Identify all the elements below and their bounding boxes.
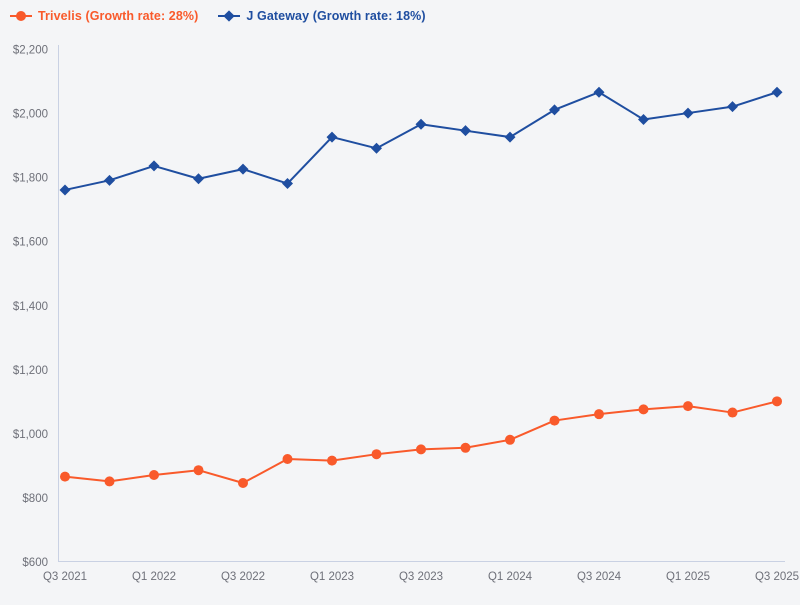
- data-point: [416, 444, 426, 455]
- data-point: [326, 131, 338, 143]
- x-axis-tick-label: Q3 2023: [399, 571, 443, 583]
- chart-legend: Trivelis (Growth rate: 28%) J Gateway (G…: [10, 9, 426, 23]
- circle-line-marker-icon: [10, 10, 32, 22]
- data-point: [415, 118, 427, 130]
- y-axis-tick-label: $800: [22, 493, 48, 505]
- data-point: [327, 455, 337, 466]
- data-point: [237, 163, 249, 175]
- data-point: [193, 465, 204, 476]
- y-axis-tick-label: $1,200: [13, 365, 48, 377]
- data-point: [148, 160, 160, 172]
- data-point: [594, 409, 604, 420]
- data-point: [549, 415, 560, 426]
- data-point: [638, 113, 649, 125]
- y-axis-tick-label: $1,000: [13, 429, 48, 441]
- legend-label-j-gateway: J Gateway (Growth rate: 18%): [246, 9, 426, 23]
- axis-lines: [58, 45, 785, 562]
- data-point: [504, 131, 516, 143]
- y-axis-tick-label: $2,000: [13, 109, 48, 121]
- data-point: [593, 86, 605, 98]
- diamond-line-marker-icon: [218, 10, 241, 22]
- data-point: [682, 107, 694, 119]
- data-point: [193, 173, 204, 185]
- y-axis-tick-label: $1,400: [13, 301, 48, 313]
- legend-label-trivelis: Trivelis (Growth rate: 28%): [38, 9, 199, 23]
- y-axis-tick-label: $2,200: [13, 45, 48, 57]
- data-point: [727, 101, 738, 113]
- y-axis-tick-label: $600: [22, 557, 48, 569]
- data-point: [505, 434, 515, 445]
- x-axis-tick-label: Q3 2025: [755, 571, 799, 583]
- data-point: [460, 125, 471, 137]
- data-point: [104, 476, 115, 487]
- legend-item-trivelis[interactable]: Trivelis (Growth rate: 28%): [10, 9, 198, 23]
- data-point: [104, 174, 115, 186]
- data-point: [60, 471, 70, 482]
- x-axis-tick-label: Q3 2024: [577, 571, 622, 583]
- y-axis-tick-label: $1,800: [13, 173, 48, 185]
- data-point: [727, 407, 738, 418]
- data-point: [59, 184, 71, 196]
- data-point: [638, 404, 649, 415]
- x-axis-tick-label: Q3 2022: [221, 571, 265, 583]
- x-axis-tick-label: Q1 2022: [132, 571, 176, 583]
- series-line-0: [64, 400, 778, 485]
- data-point: [282, 454, 293, 464]
- data-point: [371, 449, 382, 460]
- data-point: [771, 86, 783, 98]
- x-axis-tick-label: Q3 2021: [43, 571, 87, 583]
- x-axis-tick-label: Q1 2024: [488, 571, 533, 583]
- data-point: [282, 178, 293, 190]
- data-point: [371, 142, 382, 154]
- data-point: [460, 442, 471, 453]
- data-point: [772, 396, 782, 407]
- x-axis-tick-label: Q1 2023: [310, 571, 354, 583]
- data-point: [238, 478, 248, 489]
- data-point: [149, 470, 159, 481]
- x-axis-tick-label: Q1 2025: [666, 571, 710, 583]
- series-line-1: [64, 91, 778, 191]
- y-axis-tick-label: $1,600: [13, 237, 48, 249]
- data-point: [549, 104, 560, 116]
- data-point: [683, 401, 693, 412]
- legend-item-j-gateway[interactable]: J Gateway (Growth rate: 18%): [218, 9, 426, 23]
